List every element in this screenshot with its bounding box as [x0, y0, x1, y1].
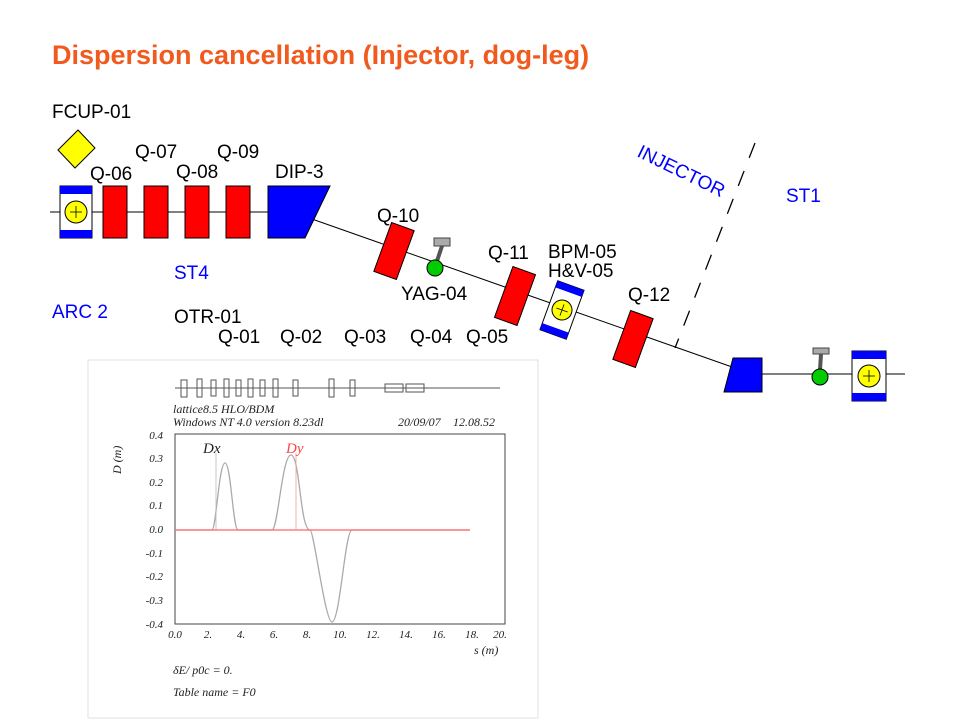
x-tick: 18.	[465, 629, 479, 641]
x-tick: 4.	[237, 629, 245, 641]
plot-y-axis-label: D (m)	[110, 446, 124, 475]
label-arc-2: ARC 2	[52, 302, 108, 323]
beam-line	[50, 211, 905, 375]
y-tick-labels: 0.4 0.3 0.2 0.1 0.0 -0.1 -0.2 -0.3 -0.4	[146, 430, 164, 631]
y-tick: 0.4	[149, 430, 163, 442]
dispersion-plot: lattice8.5 HLO/BDM Windows NT 4.0 versio…	[87, 359, 539, 719]
quad-q11	[493, 265, 537, 327]
quad-q06	[102, 185, 128, 239]
plot-time: 12.08.52	[453, 415, 495, 429]
label-q10: Q-10	[377, 206, 419, 227]
y-tick: -0.1	[146, 548, 163, 560]
x-tick: 2.	[204, 629, 212, 641]
quad-q09	[225, 185, 251, 239]
y-tick: -0.4	[146, 619, 164, 631]
plot-header-line2: Windows NT 4.0 version 8.23dl	[173, 415, 324, 429]
label-fcup-01: FCUP-01	[52, 102, 131, 123]
label-q03: Q-03	[344, 327, 386, 348]
y-tick: -0.3	[146, 595, 164, 607]
label-q11: Q-11	[488, 243, 529, 264]
series-dx-label: Dx	[202, 441, 221, 457]
lattice-strip	[175, 378, 500, 398]
y-tick: 0.2	[149, 477, 163, 489]
label-q09: Q-09	[217, 142, 259, 163]
y-tick: 0.1	[149, 500, 163, 512]
quad-q08	[184, 185, 210, 239]
faraday-cup-fcup-01	[57, 129, 96, 169]
label-q07: Q-07	[135, 142, 177, 163]
label-injector: INJECTOR	[634, 142, 728, 202]
bpm-left	[59, 185, 93, 239]
label-bpm-05: BPM-05	[548, 242, 617, 263]
label-st1: ST1	[786, 186, 821, 207]
bpm-right	[851, 350, 887, 402]
quad-q07	[143, 185, 169, 239]
x-tick-labels: 0.0 2. 4. 6. 8. 10. 12. 14. 16. 18. 20.	[168, 629, 507, 641]
x-tick: 14.	[399, 629, 413, 641]
label-dip-3: DIP-3	[275, 162, 324, 183]
x-tick: 12.	[366, 629, 380, 641]
label-q08: Q-08	[176, 162, 218, 183]
label-otr-01: OTR-01	[174, 307, 242, 328]
plot-header-line1: lattice8.5 HLO/BDM	[173, 402, 275, 416]
series-dx-curve	[175, 454, 470, 623]
injector-boundary	[674, 142, 756, 349]
slide-title: Dispersion cancellation (Injector, dog-l…	[52, 40, 590, 70]
x-tick: 8.	[303, 629, 311, 641]
plot-footer-line1: δE/ p0c = 0.	[173, 663, 233, 677]
label-hv-05: H&V-05	[548, 261, 613, 282]
plot-frame	[174, 433, 506, 625]
x-tick: 10.	[333, 629, 347, 641]
y-tick: 0.0	[149, 524, 163, 536]
label-q02: Q-02	[280, 327, 322, 348]
dipole-right	[723, 357, 763, 393]
y-tick: 0.3	[149, 453, 163, 465]
x-tick: 20.	[493, 629, 507, 641]
label-q12: Q-12	[628, 285, 670, 306]
bpm-05	[539, 280, 585, 340]
x-tick: 0.0	[168, 629, 182, 641]
plot-date: 20/09/07	[398, 415, 442, 429]
y-tick: -0.2	[146, 571, 164, 583]
label-yag-04: YAG-04	[401, 284, 468, 305]
plot-footer-line2: Table name = F0	[173, 685, 256, 699]
screen-yag-04	[426, 237, 451, 277]
screen-right	[811, 347, 830, 386]
x-tick: 6.	[270, 629, 278, 641]
label-q04: Q-04	[410, 327, 453, 348]
quad-q10	[373, 221, 415, 281]
series-dy-label: Dy	[285, 441, 304, 457]
label-st4: ST4	[174, 263, 209, 284]
x-tick: 16.	[432, 629, 446, 641]
label-q01: Q-01	[218, 327, 260, 348]
label-q06: Q-06	[90, 164, 132, 185]
quad-q12	[612, 309, 654, 369]
dipole-dip-3	[267, 185, 331, 239]
plot-x-axis-label: s (m)	[474, 643, 498, 657]
label-q05: Q-05	[466, 327, 508, 348]
